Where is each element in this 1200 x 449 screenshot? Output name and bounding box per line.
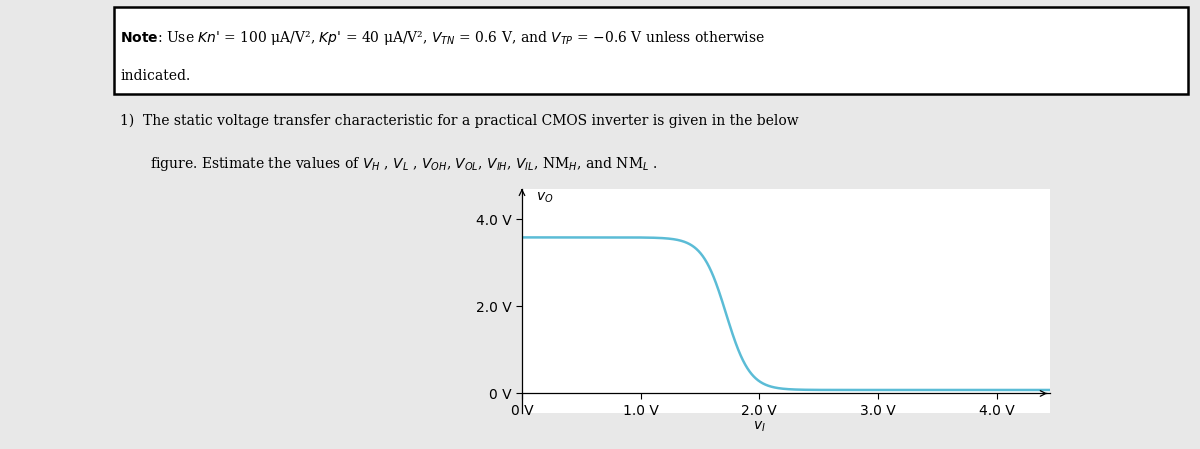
FancyBboxPatch shape: [114, 7, 1188, 94]
Text: indicated.: indicated.: [120, 69, 191, 84]
Text: $v_I$: $v_I$: [754, 420, 766, 434]
Text: 1)  The static voltage transfer characteristic for a practical CMOS inverter is : 1) The static voltage transfer character…: [120, 114, 799, 128]
Text: $\mathbf{Note}$: Use $Kn$' = 100 μA/V², $Kp$' = 40 μA/V², $V_{TN}$ = 0.6 V, and : $\mathbf{Note}$: Use $Kn$' = 100 μA/V², …: [120, 29, 766, 47]
Text: figure. Estimate the values of $V_H$ , $V_L$ , $V_{OH}$, $V_{OL}$, $V_{IH}$, $V_: figure. Estimate the values of $V_H$ , $…: [150, 155, 658, 173]
Text: $v_O$: $v_O$: [536, 191, 553, 205]
